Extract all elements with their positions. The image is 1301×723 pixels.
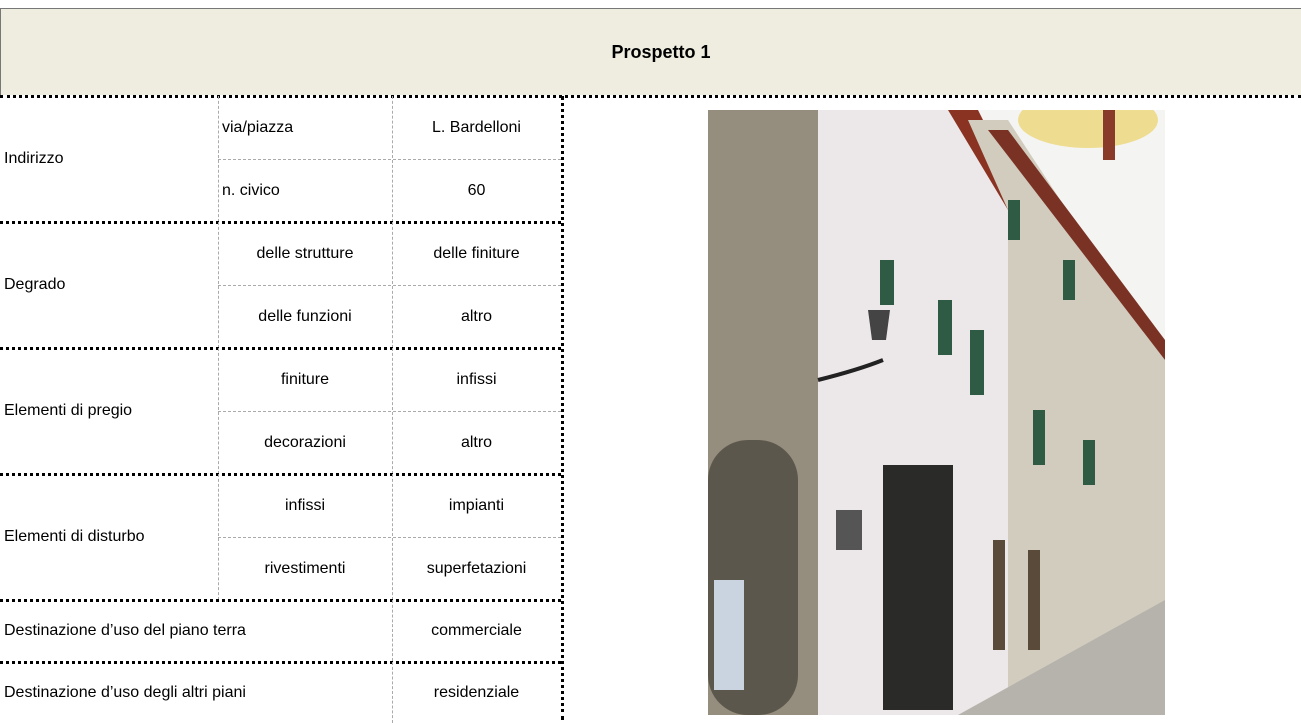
- cell-border: [218, 348, 219, 474]
- header: Prospetto 1: [0, 8, 1301, 95]
- cell: infissi: [456, 370, 497, 388]
- cell: L. Bardelloni: [432, 118, 521, 136]
- cell: delle finiture: [433, 244, 520, 262]
- cell-border: [218, 474, 219, 600]
- cell-border: [218, 411, 561, 412]
- group-label: Elementi di pregio: [4, 402, 133, 419]
- cell-border: [218, 159, 561, 160]
- group-label: Indirizzo: [4, 150, 64, 167]
- cell-border: [218, 537, 561, 538]
- group-label: Degrado: [4, 276, 66, 293]
- cell-border: [392, 222, 393, 348]
- cell-border: [218, 285, 561, 286]
- row-label: Destinazione d’uso del piano terra: [4, 621, 246, 639]
- cell: decorazioni: [264, 433, 346, 451]
- cell: impianti: [448, 496, 505, 514]
- group-border: [0, 221, 561, 224]
- row-border: [0, 599, 561, 602]
- group-label: Elementi di disturbo: [4, 528, 145, 545]
- cell: via/piazza: [222, 118, 294, 136]
- group-border: [0, 347, 561, 350]
- cell: altro: [460, 307, 493, 325]
- group-border: [0, 473, 561, 476]
- cell: altro: [460, 433, 493, 451]
- cell: superfetazioni: [426, 559, 527, 577]
- header-border: [0, 95, 1301, 98]
- photo: [708, 110, 1165, 715]
- separator: [561, 96, 564, 720]
- cell-border: [392, 474, 393, 600]
- cell: delle strutture: [256, 244, 354, 262]
- title: Prospetto 1: [611, 42, 711, 62]
- cell: infissi: [284, 496, 325, 514]
- cell: 60: [467, 181, 486, 199]
- cell-border: [392, 348, 393, 474]
- cell-border: [218, 96, 219, 222]
- cell: delle funzioni: [258, 307, 352, 325]
- cell-border: [392, 96, 393, 222]
- cell-border: [218, 222, 219, 348]
- cell-border: [392, 600, 393, 661]
- row-value: residenziale: [433, 683, 520, 701]
- cell: rivestimenti: [264, 559, 346, 577]
- cell-border: [392, 662, 393, 723]
- row-label: Destinazione d’uso degli altri piani: [4, 683, 246, 701]
- cell: finiture: [280, 370, 330, 388]
- cell: n. civico: [222, 181, 280, 199]
- row-border: [0, 661, 561, 664]
- row-value: commerciale: [431, 621, 522, 639]
